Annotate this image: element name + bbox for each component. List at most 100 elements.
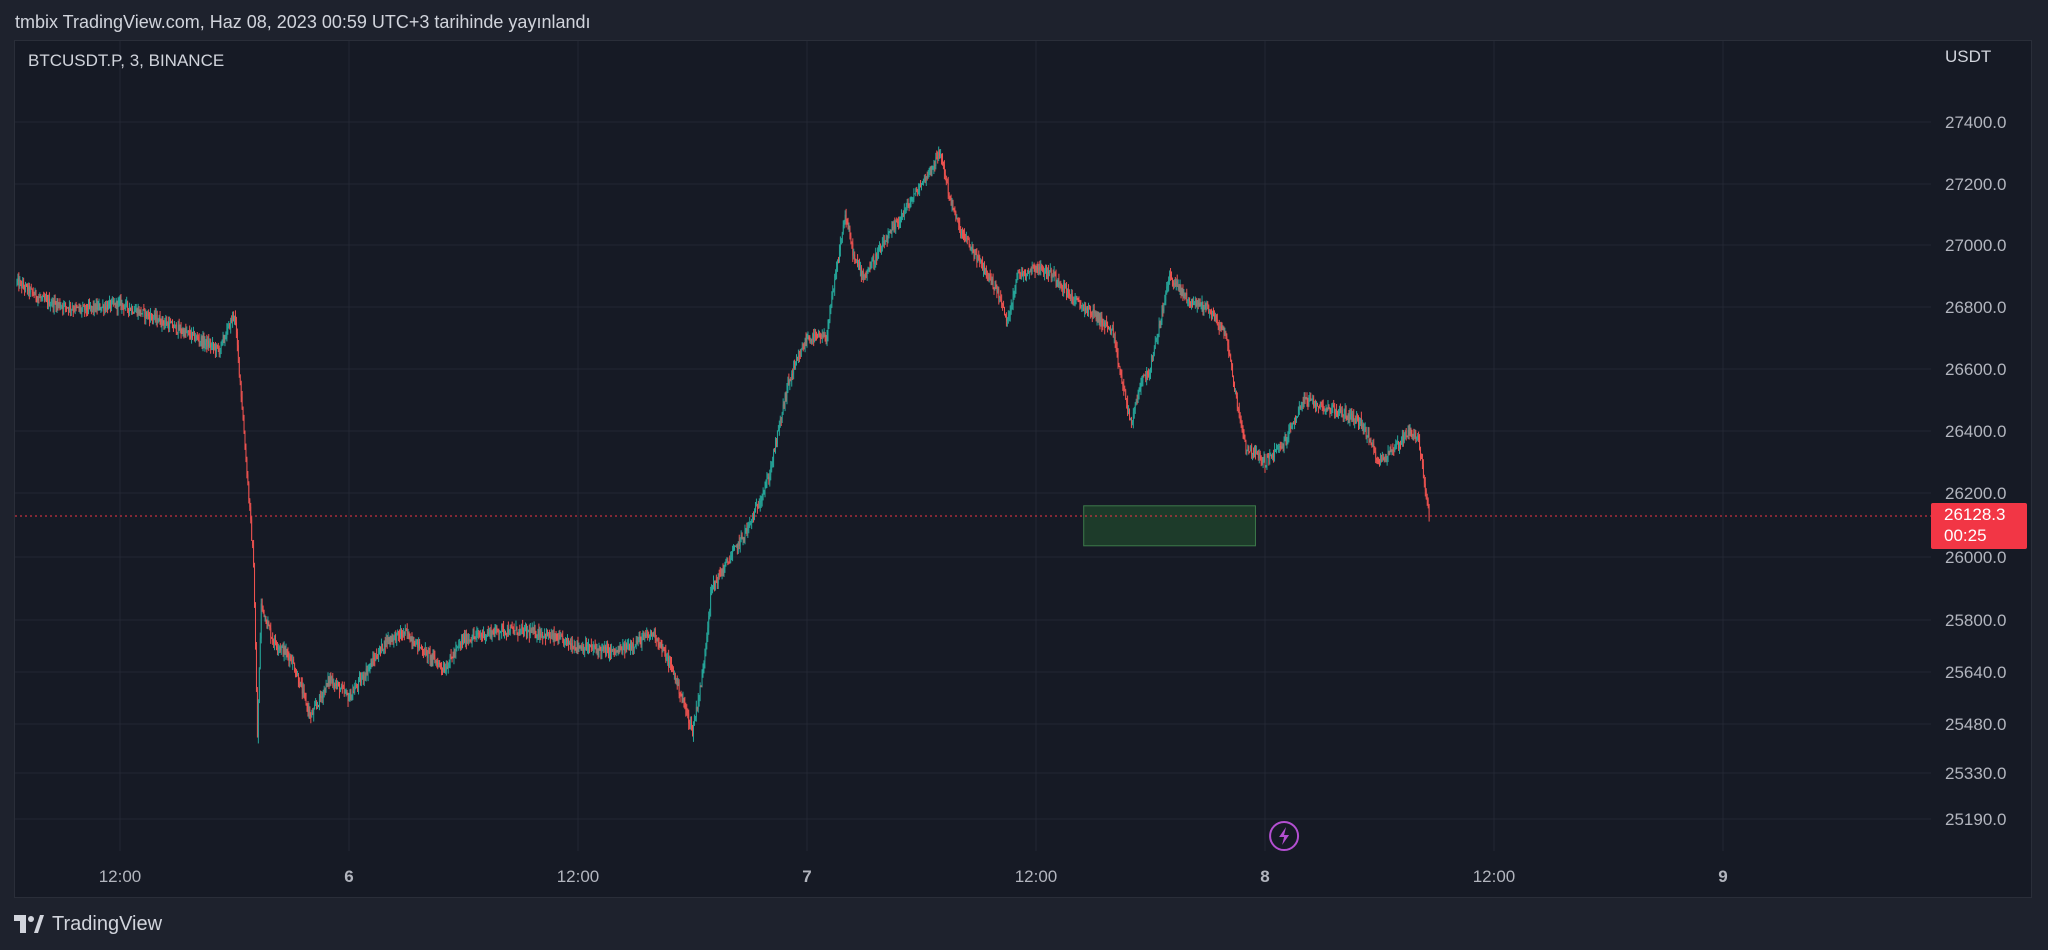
time-tick-label: 12:00 [557,867,600,886]
candle-body [1093,308,1095,313]
candle-body [821,335,823,339]
candle-body [1027,270,1029,274]
tradingview-logo-icon[interactable] [14,915,44,933]
candle-body [1132,412,1134,422]
candle-body [1075,297,1077,299]
candle-body [1415,431,1417,439]
candle-body [1022,272,1024,276]
candle-body [456,647,458,649]
lightning-event-icon[interactable] [1269,821,1300,851]
candle-body [830,307,832,309]
tradingview-brand[interactable]: TradingView [52,912,163,935]
candles [16,146,1430,744]
demand-zone-box[interactable] [1083,505,1256,547]
candle-body [297,674,298,676]
candle-body [280,646,282,651]
candle-body [714,581,715,586]
candle-body [1227,340,1229,346]
candle-body [1232,364,1233,377]
candle-body [26,284,27,286]
candle-body [779,418,781,425]
candle-body [220,341,222,350]
candle-body [1262,457,1264,464]
price-chart[interactable]: 27400.027200.027000.026800.026600.026400… [15,41,2031,897]
candle-body [774,449,775,452]
candle-body [270,628,272,638]
candle-body [1400,442,1401,444]
candle-body [200,337,202,342]
candle-body [36,297,38,301]
candle-body [1052,275,1054,277]
candle-body [35,290,37,298]
candle-body [372,657,374,667]
candle-body [486,632,488,636]
candle-body [1007,316,1009,319]
candle-body [686,709,688,711]
candle-body [697,699,699,710]
candle-body [817,336,818,338]
candle-body [513,629,515,632]
candle-body [415,641,417,647]
candle-body [944,174,946,177]
candle-body [501,625,503,632]
candle-body [936,157,938,159]
candle-body [272,638,274,642]
candle-body [673,673,675,675]
candle-body [816,334,817,337]
candle-body [578,646,580,649]
candle-body [902,213,903,215]
candle-body [24,287,25,290]
candle-body [492,630,494,634]
candle-body [73,310,75,312]
candle-body [858,265,859,267]
candle-body [444,670,446,673]
candle-body [1077,299,1079,301]
candle-body [935,157,937,167]
candle-body [1091,314,1093,316]
candle-body [1120,371,1122,376]
candle-body [1325,409,1327,411]
candle-body [845,214,847,222]
candle-body [878,251,879,254]
candle-body [965,238,967,240]
candle-body [986,272,988,275]
time-axis: 12:00 6 12:00 7 12:00 8 12:00 9 [99,867,1728,886]
candle-body [52,300,54,308]
candle-body [148,313,150,316]
candle-body [443,668,444,671]
candle-body [528,630,530,636]
candle-body [203,337,205,346]
candle-body [227,326,229,329]
candle-body [1074,298,1076,303]
candle-body [645,635,647,637]
candle-body [602,646,604,649]
candle-body [979,256,981,263]
candle-body [1076,297,1078,300]
price-tick-label: 25800.0 [1945,611,2006,630]
candle-body [250,506,252,520]
candle-body [1134,404,1136,411]
candle-body [807,337,809,339]
candle-body [1008,315,1010,317]
candle-body [784,394,786,406]
candle-body [1369,440,1371,442]
price-tick-label: 25190.0 [1945,810,2006,829]
candle-body [1163,303,1165,312]
candle-body [777,431,778,444]
candle-body [206,339,208,348]
candle-body [737,541,739,550]
candle-body [534,627,536,637]
candle-body [241,396,243,410]
candle-body [262,605,264,610]
candle-body [731,555,733,558]
candle-body [1081,305,1083,307]
candle-body [493,633,495,635]
chart-pane[interactable]: 27400.0 27200.0 27000.0 26800.0 26600.0 26400… [14,40,2032,898]
candle-body [254,567,255,608]
candle-body [268,622,270,626]
candle-body [1246,450,1248,452]
candle-body [350,692,352,700]
candle-body [1265,465,1267,467]
candle-body [169,322,171,329]
candle-body [843,222,845,225]
